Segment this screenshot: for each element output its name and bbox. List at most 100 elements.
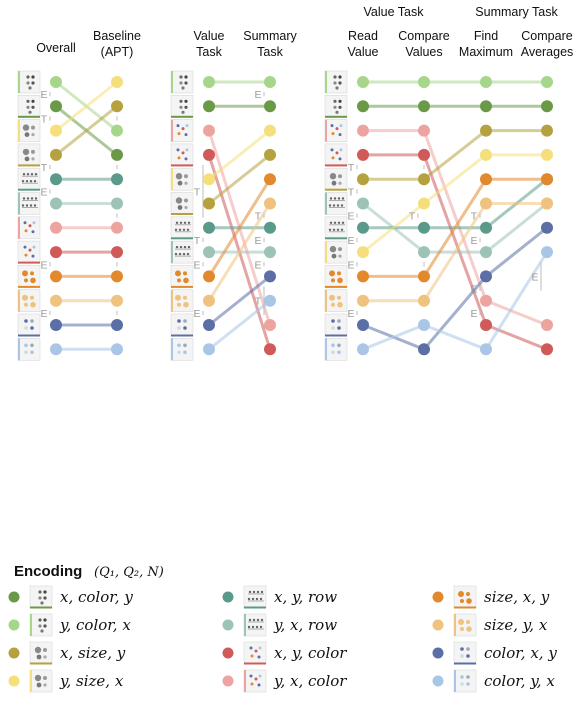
encoding-icon-x_color_y: [17, 95, 41, 118]
rank-point-x_color_y: [418, 100, 430, 113]
rank-point-y_x_color: [50, 221, 62, 234]
rank-point-y_size_x: [50, 124, 62, 137]
legend-item-color_y_x: color, y, x: [432, 669, 555, 693]
rank-point-x_y_color: [264, 343, 276, 356]
encoding-icon-color_y_x: [17, 337, 41, 361]
series-line-y_size_x: [54, 80, 119, 133]
legend-label: y, color, x: [59, 616, 131, 634]
encoding-icon-x_y_color: [243, 641, 267, 665]
legend-item-size_x_y: size, x, y: [432, 585, 550, 609]
slope-panel-subtasks: Read Value Compare Values Find Maximum Compare…: [324, 5, 573, 361]
rank-point-x_y_row: [264, 221, 276, 234]
encoding-icon-y_x_color: [243, 669, 267, 693]
rank-point-y_x_color: [111, 221, 123, 234]
column-header-0: Overall: [36, 41, 76, 55]
encoding-icon-x_size_y: [29, 641, 53, 665]
rank-point-y_x_row: [264, 246, 276, 259]
column-header-1: Baseline (APT): [93, 29, 141, 59]
legend-item-y_x_row: y, x, row: [222, 613, 337, 637]
encoding-icon-x_color_y: [170, 95, 194, 118]
rank-point-size_x_y: [203, 270, 215, 283]
legend-item-y_x_color: y, x, color: [222, 669, 347, 693]
series-line-color_y_x: [422, 323, 488, 351]
encoding-icon-y_x_color: [170, 119, 194, 142]
rank-point-y_x_row: [357, 197, 369, 210]
rank-point-color_x_y: [111, 319, 123, 331]
separator-label: E: [347, 308, 354, 320]
legend-item-x_size_y: x, size, y: [8, 641, 126, 665]
separator-label: T: [41, 162, 48, 174]
legend-label: size, y, x: [484, 616, 548, 634]
rank-point-x_y_row: [357, 221, 369, 234]
legend-swatch: [432, 591, 444, 603]
legend-label: y, x, color: [273, 672, 347, 690]
separator-label: E: [347, 259, 354, 271]
legend-title: Encoding: [14, 563, 82, 580]
encoding-icon-color_y_x: [170, 337, 194, 361]
series-line-x_size_y: [422, 129, 488, 181]
rank-point-x_color_y: [480, 100, 492, 113]
legend-label: color, y, x: [484, 672, 555, 690]
rank-point-x_y_color: [111, 246, 123, 259]
separator-label: E: [193, 259, 200, 271]
separator-label: E: [347, 211, 354, 223]
separator-label: E: [40, 308, 47, 320]
rank-point-x_y_color: [203, 148, 215, 161]
legend-label: x, y, color: [274, 644, 347, 662]
legend-swatch: [222, 675, 234, 687]
encoding-icon-x_y_row: [170, 216, 194, 240]
encoding-icon-y_x_row: [243, 613, 267, 637]
rank-point-x_size_y: [111, 100, 123, 113]
series-line-color_y_x: [484, 250, 549, 351]
rank-point-y_color_x: [418, 76, 430, 88]
series-line-y_size_x: [361, 202, 426, 254]
rank-point-color_x_y: [480, 270, 492, 283]
legend-swatch: [222, 619, 234, 631]
separator-label: E: [40, 89, 47, 101]
legend-label: size, x, y: [484, 588, 550, 606]
rank-point-size_x_y: [418, 270, 430, 283]
legend-label: x, color, y: [60, 588, 133, 606]
rank-point-x_y_color: [480, 319, 492, 331]
rank-point-y_size_x: [418, 197, 430, 210]
encoding-icon-x_y_color: [170, 143, 194, 167]
rank-point-color_y_x: [541, 246, 553, 259]
rank-point-size_y_x: [541, 197, 553, 210]
separator-label: E: [470, 308, 477, 320]
series-line-size_x_y: [422, 177, 488, 278]
column-header-0: Read Value: [347, 29, 378, 59]
legend-item-x_y_color: x, y, color: [222, 641, 347, 665]
encoding-icon-y_color_x: [17, 70, 41, 94]
encoding-icon-x_color_y: [324, 95, 348, 118]
rank-point-color_x_y: [203, 319, 215, 331]
rank-point-x_y_color: [357, 148, 369, 161]
top-header: Summary Task: [475, 5, 558, 19]
encoding-icon-x_y_color: [17, 240, 41, 264]
rank-point-size_x_y: [541, 173, 553, 186]
column-header-1: Summary Task: [243, 29, 297, 59]
rank-point-size_y_x: [480, 197, 492, 210]
encoding-icon-size_y_x: [17, 289, 41, 313]
rank-point-x_size_y: [264, 148, 276, 161]
separator-label: T: [471, 211, 478, 223]
encoding-icon-y_size_x: [17, 119, 41, 142]
legend-item-y_color_x: y, color, x: [8, 613, 131, 637]
encoding-icon-y_color_x: [324, 70, 348, 94]
encoding-icon-x_y_row: [324, 216, 348, 240]
rank-point-size_y_x: [264, 197, 276, 210]
rank-point-color_x_y: [264, 270, 276, 283]
separator-label: E: [40, 186, 47, 198]
legend-swatch: [8, 675, 20, 687]
separator-label: T: [348, 186, 355, 198]
rank-point-y_x_color: [480, 294, 492, 307]
series-line-color_x_y: [422, 274, 488, 351]
encoding-icon-x_size_y: [324, 167, 348, 191]
encoding-icon-y_size_x: [29, 669, 53, 693]
rank-point-y_color_x: [203, 76, 215, 88]
rank-point-x_y_color: [50, 246, 62, 259]
legend-label: color, x, y: [484, 644, 557, 662]
rank-point-y_color_x: [480, 76, 492, 88]
encoding-icon-y_size_x: [324, 240, 348, 264]
